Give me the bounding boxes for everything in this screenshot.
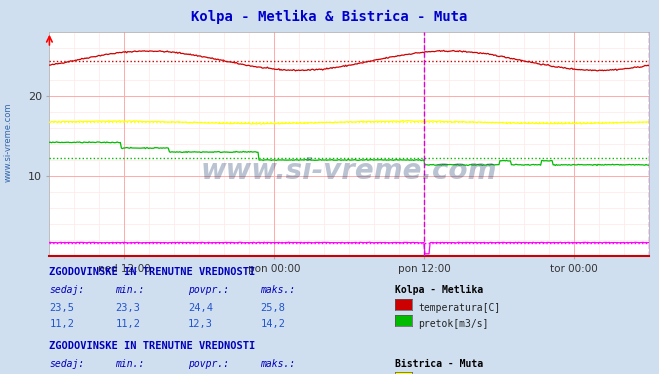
- Text: Kolpa - Metlika & Bistrica - Muta: Kolpa - Metlika & Bistrica - Muta: [191, 9, 468, 24]
- Text: www.si-vreme.com: www.si-vreme.com: [201, 157, 498, 185]
- Text: Bistrica - Muta: Bistrica - Muta: [395, 359, 484, 368]
- Text: www.si-vreme.com: www.si-vreme.com: [3, 102, 13, 182]
- Text: 24,4: 24,4: [188, 303, 213, 313]
- Text: pretok[m3/s]: pretok[m3/s]: [418, 319, 489, 329]
- Text: 11,2: 11,2: [49, 319, 74, 329]
- Text: 14,2: 14,2: [260, 319, 285, 329]
- Text: min.:: min.:: [115, 285, 145, 295]
- Text: maks.:: maks.:: [260, 359, 295, 368]
- Text: 12,3: 12,3: [188, 319, 213, 329]
- Text: Kolpa - Metlika: Kolpa - Metlika: [395, 285, 484, 295]
- Text: ZGODOVINSKE IN TRENUTNE VREDNOSTI: ZGODOVINSKE IN TRENUTNE VREDNOSTI: [49, 267, 256, 278]
- Text: 23,3: 23,3: [115, 303, 140, 313]
- Text: povpr.:: povpr.:: [188, 359, 229, 368]
- Text: ZGODOVINSKE IN TRENUTNE VREDNOSTI: ZGODOVINSKE IN TRENUTNE VREDNOSTI: [49, 341, 256, 351]
- Text: 25,8: 25,8: [260, 303, 285, 313]
- Text: maks.:: maks.:: [260, 285, 295, 295]
- Text: sedaj:: sedaj:: [49, 285, 84, 295]
- Text: min.:: min.:: [115, 359, 145, 368]
- Text: sedaj:: sedaj:: [49, 359, 84, 368]
- Text: 23,5: 23,5: [49, 303, 74, 313]
- Text: 11,2: 11,2: [115, 319, 140, 329]
- Text: povpr.:: povpr.:: [188, 285, 229, 295]
- Text: temperatura[C]: temperatura[C]: [418, 303, 501, 313]
